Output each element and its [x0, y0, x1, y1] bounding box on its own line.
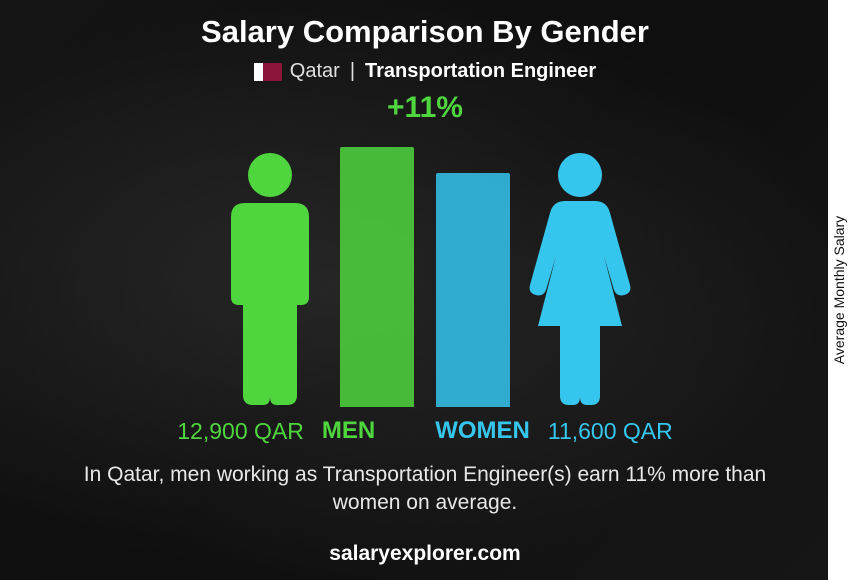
women-salary: 11,600 QAR — [548, 418, 673, 445]
labels-row: 12,900 QAR MEN WOMEN 11,600 QAR — [177, 417, 672, 445]
women-bar — [436, 173, 510, 407]
female-figure-icon — [520, 147, 640, 407]
content: Salary Comparison By Gender Qatar | Tran… — [0, 0, 850, 580]
description-text: In Qatar, men working as Transportation … — [55, 461, 795, 518]
men-bar — [340, 147, 414, 407]
difference-percentage: +11% — [387, 91, 463, 125]
separator: | — [350, 60, 355, 83]
flag-white-band — [254, 63, 263, 81]
infographic-container: Average Monthly Salary Salary Comparison… — [0, 0, 850, 580]
male-figure-icon — [210, 147, 330, 407]
men-group — [210, 147, 414, 407]
footer-credit: salaryexplorer.com — [0, 542, 850, 566]
male-svg — [215, 147, 325, 407]
subtitle: Qatar | Transportation Engineer — [254, 60, 596, 83]
men-label: MEN — [322, 417, 375, 445]
country-label: Qatar — [290, 60, 340, 83]
female-svg — [525, 147, 635, 407]
job-title: Transportation Engineer — [365, 60, 596, 83]
bar-chart — [210, 127, 640, 407]
page-title: Salary Comparison By Gender — [201, 14, 649, 50]
men-salary: 12,900 QAR — [177, 418, 304, 445]
women-group — [436, 147, 640, 407]
flag-maroon-band — [263, 63, 282, 81]
qatar-flag-icon — [254, 63, 282, 81]
women-label: WOMEN — [435, 417, 530, 445]
